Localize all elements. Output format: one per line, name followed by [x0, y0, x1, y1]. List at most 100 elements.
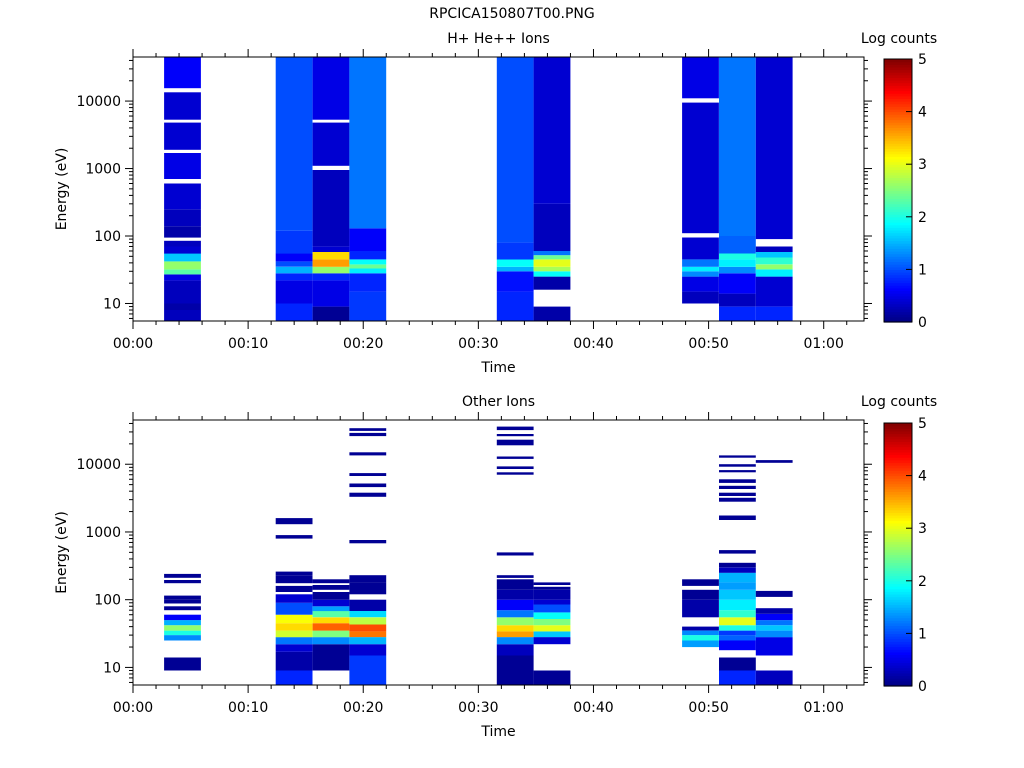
heatmap-cell	[312, 585, 350, 590]
colorbar-segment	[884, 525, 912, 529]
heatmap-cell	[755, 608, 793, 614]
colorbar-segment	[884, 472, 912, 477]
colorbar-segment	[884, 546, 912, 550]
colorbar-segment	[884, 274, 912, 278]
heatmap-cell	[496, 610, 534, 618]
heatmap-cell	[349, 492, 387, 497]
colorbar-segment	[884, 567, 912, 571]
heatmap-cell	[682, 102, 719, 234]
colorbar-segment	[884, 316, 912, 320]
colorbar-segment	[884, 543, 912, 548]
colorbar-segment	[884, 588, 912, 592]
colorbar-segment	[884, 227, 912, 231]
heatmap-cell	[275, 670, 313, 685]
colorbar-segment	[884, 253, 912, 257]
heatmap-cell	[312, 630, 350, 638]
colorbar-segment	[884, 90, 912, 94]
colorbar-segment	[884, 593, 912, 598]
heatmap-cell	[682, 589, 719, 600]
heatmap-cell	[755, 620, 793, 626]
x-tick-label: 00:40	[573, 700, 613, 716]
colorbar-segment	[884, 193, 912, 197]
heatmap-cell	[164, 580, 201, 584]
colorbar-segment	[884, 462, 912, 466]
colorbar-segment	[884, 232, 912, 236]
colorbar-segment	[884, 229, 912, 234]
colorbar-frame	[883, 58, 913, 323]
heatmap-cell	[533, 271, 571, 277]
colorbar-segment	[884, 433, 912, 437]
colorbar-segment	[884, 586, 912, 590]
x-tick-label: 00:00	[113, 700, 153, 716]
heatmap-cell	[312, 644, 350, 671]
heatmap-cell	[496, 266, 534, 272]
x-tick-label: 00:40	[573, 336, 613, 352]
heatmap-cell	[312, 259, 350, 267]
colorbar-segment	[884, 604, 912, 608]
colorbar-segment	[884, 591, 912, 595]
heatmap-cell	[533, 625, 571, 632]
heatmap-cell	[312, 273, 350, 281]
heatmap-cell	[312, 606, 350, 612]
heatmap-cell	[312, 599, 350, 607]
heatmap-cell	[719, 479, 756, 483]
colorbar-segment	[884, 64, 912, 68]
colorbar-tick-label: 0	[918, 679, 927, 695]
heatmap-cell	[682, 626, 719, 631]
heatmap-cell	[275, 585, 313, 592]
colorbar-segment	[884, 680, 912, 684]
heatmap-cell	[533, 306, 571, 321]
heatmap-cell	[496, 456, 534, 459]
colorbar-segment	[884, 174, 912, 178]
colorbar-segment	[884, 132, 912, 136]
colorbar-segment	[884, 111, 912, 115]
heatmap-cell	[164, 310, 201, 321]
colorbar-segment	[884, 670, 912, 674]
heatmap-cell	[533, 259, 571, 267]
colorbar-segment	[884, 59, 912, 63]
colorbar-segment	[884, 646, 912, 650]
heatmap-cell	[719, 455, 756, 458]
heatmap-cell	[755, 625, 793, 631]
heatmap-cell	[349, 259, 387, 265]
heatmap-cell	[719, 293, 756, 307]
heatmap-cell	[682, 291, 719, 304]
heatmap-cell	[164, 599, 201, 604]
colorbar-segment	[884, 190, 912, 194]
x-tick-label: 00:50	[688, 700, 728, 716]
colorbar-segment	[884, 261, 912, 265]
heatmap-cell	[349, 473, 387, 476]
colorbar-segment	[884, 101, 912, 105]
heatmap-cell	[682, 640, 719, 648]
heatmap-cell	[312, 266, 350, 274]
colorbar-segment	[884, 308, 912, 313]
colorbar-segment	[884, 219, 912, 223]
colorbar-segment	[884, 675, 912, 679]
colorbar-segment	[884, 444, 912, 448]
y-tick-label: 1000	[85, 525, 121, 541]
y-tick-label: 10	[103, 660, 121, 676]
heatmap-cell	[275, 630, 313, 638]
colorbar-segment	[884, 106, 912, 110]
heatmap-cell	[496, 575, 534, 578]
colorbar-segment	[884, 145, 912, 150]
heatmap-cell	[496, 472, 534, 475]
heatmap-cell	[496, 589, 534, 600]
heatmap-cell	[164, 274, 201, 281]
colorbar-segment	[884, 517, 912, 521]
colorbar-segment	[884, 72, 912, 76]
heatmap-cell	[496, 439, 534, 446]
heatmap-cell	[349, 637, 387, 645]
heatmap-cell	[719, 599, 756, 611]
colorbar-segment	[884, 287, 912, 292]
colorbar-segment	[884, 557, 912, 561]
heatmap-cell	[349, 264, 387, 269]
heatmap-cell	[533, 57, 571, 204]
heatmap-cell	[496, 617, 534, 626]
heatmap-cell	[755, 269, 793, 277]
heatmap-cell	[312, 57, 350, 120]
heatmap-cell	[755, 252, 793, 258]
colorbar-segment	[884, 66, 912, 71]
heatmap-cell	[164, 269, 201, 275]
heatmap-cell	[164, 122, 201, 150]
